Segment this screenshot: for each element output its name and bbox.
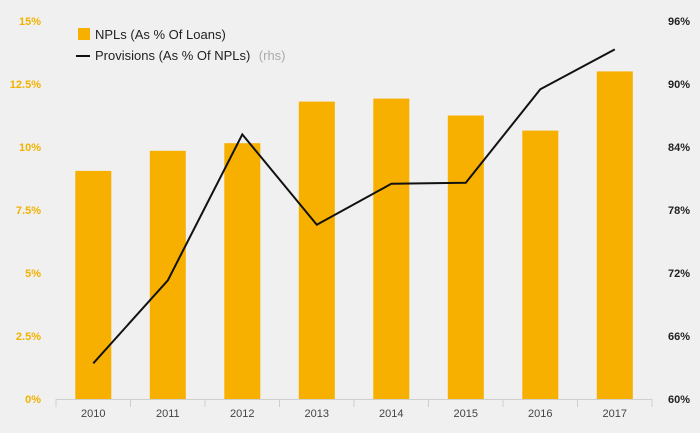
left-tick-label: 5%	[25, 268, 41, 280]
x-tick-label: 2012	[230, 408, 254, 420]
legend-bar-label: NPLs (As % Of Loans)	[95, 27, 226, 42]
right-axis-ticks: 60% 66% 72% 78% 84% 90% 96%	[668, 16, 690, 406]
left-tick-label: 7.5%	[16, 205, 41, 217]
bar-2015	[447, 115, 484, 399]
legend-bar-swatch	[78, 28, 90, 40]
right-tick-label: 78%	[668, 205, 690, 217]
left-tick-label: 0%	[25, 394, 41, 406]
bar-2012	[224, 143, 261, 399]
bar-2010	[75, 170, 112, 399]
bar-2013	[298, 101, 335, 399]
x-tick-label: 2011	[156, 408, 180, 420]
right-tick-label: 84%	[668, 142, 690, 154]
left-axis-ticks: 0% 2.5% 5% 7.5% 10% 12.5% 15%	[10, 16, 41, 406]
legend-line-label: Provisions (As % Of NPLs)	[95, 48, 250, 63]
legend-line-entry: Provisions (As % Of NPLs) (rhs)	[95, 47, 286, 64]
bar-2017	[596, 71, 633, 400]
provisions-line	[92, 48, 616, 364]
bar-2014	[373, 98, 410, 399]
left-tick-label: 2.5%	[16, 331, 41, 343]
right-tick-label: 66%	[668, 331, 690, 343]
left-tick-label: 15%	[19, 16, 41, 28]
bars-group	[75, 71, 633, 400]
bar-2011	[149, 150, 186, 399]
x-tick-label: 2017	[603, 408, 627, 420]
x-tick-label: 2015	[454, 408, 478, 420]
left-tick-label: 12.5%	[10, 79, 41, 91]
x-tick-label: 2016	[528, 408, 552, 420]
right-tick-label: 90%	[668, 79, 690, 91]
legend-line-rhs: (rhs)	[259, 48, 286, 63]
legend: NPLs (As % Of Loans) Provisions (As % Of…	[76, 27, 286, 64]
bar-2016	[522, 130, 559, 399]
right-tick-label: 96%	[668, 16, 690, 28]
line-group	[92, 48, 616, 364]
x-tick-label: 2014	[379, 408, 403, 420]
x-axis-ticks: 2010 2011 2012 2013 2014 2015 2016 2017	[81, 408, 627, 420]
x-axis	[55, 399, 653, 407]
x-tick-label: 2013	[305, 408, 329, 420]
x-tick-label: 2010	[81, 408, 105, 420]
right-tick-label: 72%	[668, 268, 690, 280]
left-tick-label: 10%	[19, 142, 41, 154]
right-tick-label: 60%	[668, 394, 690, 406]
